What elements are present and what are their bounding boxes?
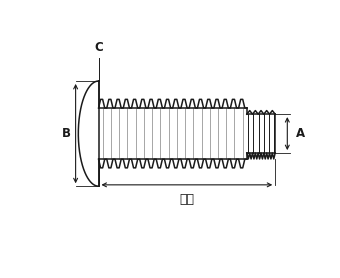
- Text: B: B: [62, 127, 71, 140]
- Text: C: C: [94, 41, 103, 54]
- Text: A: A: [296, 127, 305, 140]
- Text: 長さ: 長さ: [180, 193, 194, 207]
